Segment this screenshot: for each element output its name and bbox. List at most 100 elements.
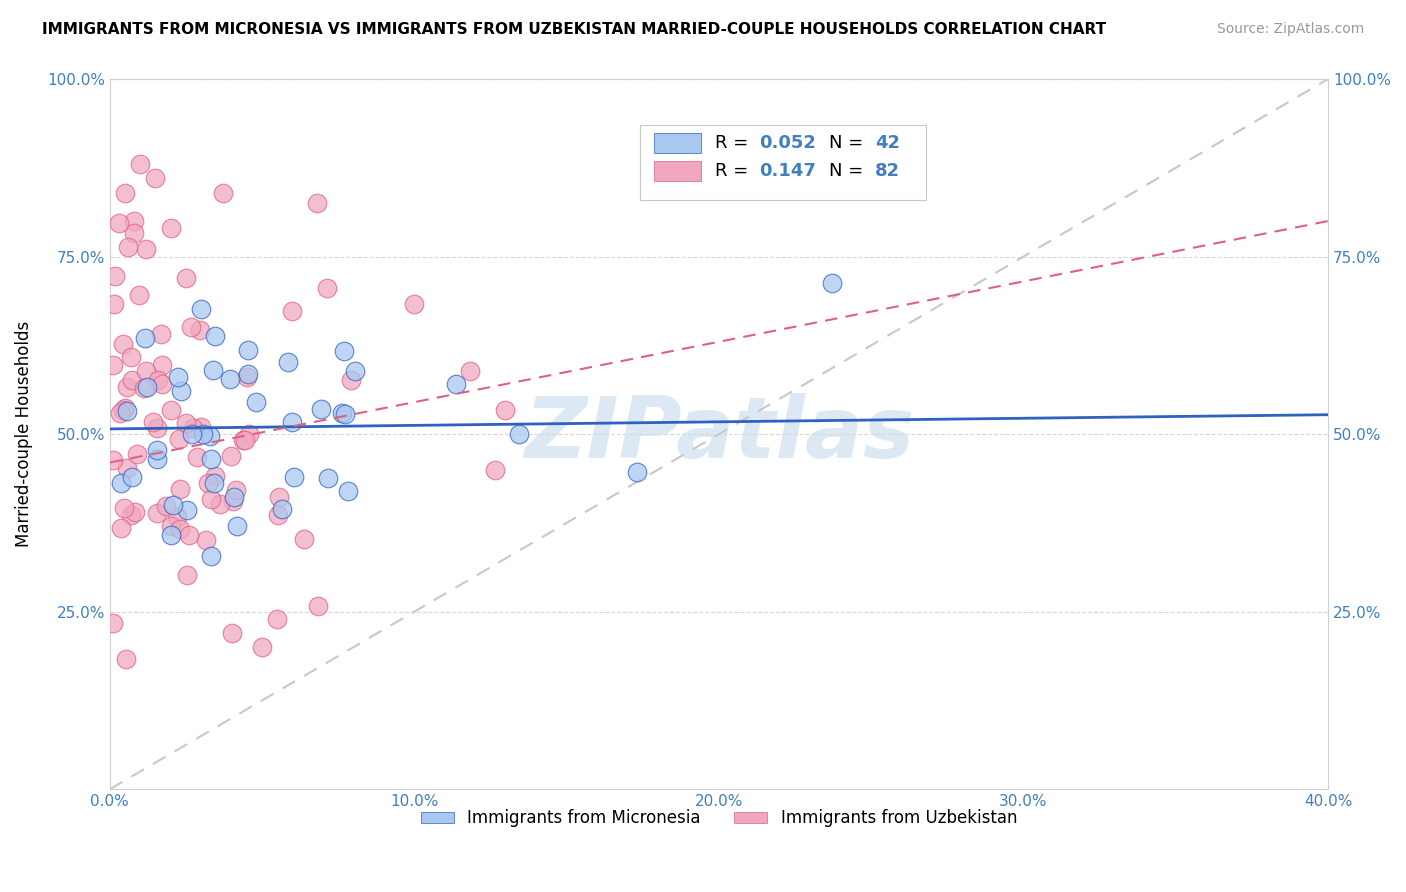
Point [250, 640, 273, 655]
Point [281, 303, 304, 318]
Point [245, 394, 267, 409]
Point [204, 468, 226, 483]
Point [174, 270, 197, 285]
Point [176, 568, 198, 582]
Point [221, 449, 243, 463]
Point [101, 452, 124, 467]
Point [821, 276, 844, 290]
Point [266, 612, 288, 626]
Text: R =: R = [716, 134, 754, 152]
Point [177, 528, 200, 542]
Point [194, 533, 217, 547]
Point [235, 369, 257, 384]
Point [135, 243, 157, 257]
Point [117, 404, 139, 418]
Point [191, 427, 214, 442]
Point [114, 186, 136, 200]
Text: R =: R = [716, 162, 754, 180]
Point [218, 372, 240, 386]
Point [204, 329, 226, 343]
Point [402, 297, 425, 311]
Point [134, 331, 156, 345]
Point [150, 376, 173, 391]
Point [150, 359, 173, 373]
Point [101, 616, 124, 631]
Point [283, 470, 305, 484]
Point [103, 297, 125, 311]
Point [335, 407, 357, 421]
Point [150, 326, 173, 341]
Point [484, 463, 506, 477]
Point [267, 490, 290, 504]
Point [337, 483, 360, 498]
Point [222, 493, 245, 508]
Point [202, 475, 225, 490]
Point [197, 476, 219, 491]
Point [176, 503, 198, 517]
Point [115, 460, 138, 475]
Point [292, 532, 315, 546]
Text: 82: 82 [875, 162, 900, 180]
Point [146, 443, 169, 458]
Point [145, 506, 167, 520]
Point [120, 351, 142, 365]
Point [181, 420, 204, 434]
Text: N =: N = [828, 134, 869, 152]
Point [200, 549, 222, 564]
Point [267, 508, 290, 522]
Point [167, 433, 190, 447]
Point [135, 380, 157, 394]
Point [110, 521, 132, 535]
Point [626, 465, 648, 479]
Point [307, 599, 329, 613]
Point [444, 376, 467, 391]
Point [238, 367, 260, 381]
Point [232, 433, 254, 447]
Point [160, 528, 183, 542]
Point [128, 288, 150, 302]
Point [225, 483, 247, 498]
Point [169, 482, 191, 496]
Point [209, 497, 232, 511]
Point [120, 508, 142, 522]
Text: N =: N = [828, 162, 869, 180]
Text: 0.052: 0.052 [759, 134, 815, 152]
Point [188, 322, 211, 336]
Point [167, 370, 190, 384]
Point [226, 519, 249, 533]
Point [200, 491, 222, 506]
Point [277, 355, 299, 369]
Point [114, 401, 136, 416]
Point [115, 380, 138, 394]
Text: ZIPatlas: ZIPatlas [524, 392, 914, 475]
Point [112, 403, 135, 417]
Point [159, 403, 181, 417]
Point [121, 470, 143, 484]
Point [180, 320, 202, 334]
Point [112, 337, 135, 351]
Text: Source: ZipAtlas.com: Source: ZipAtlas.com [1216, 22, 1364, 37]
Point [316, 471, 339, 485]
Point [330, 406, 353, 420]
Point [108, 216, 131, 230]
Point [159, 519, 181, 533]
Point [307, 195, 329, 210]
Point [148, 373, 170, 387]
FancyBboxPatch shape [640, 125, 927, 200]
Text: 42: 42 [875, 134, 900, 152]
Point [112, 501, 135, 516]
Point [180, 426, 202, 441]
Point [200, 429, 222, 443]
Point [166, 510, 188, 524]
Point [146, 421, 169, 435]
Point [271, 502, 294, 516]
Point [110, 476, 132, 491]
Point [458, 364, 481, 378]
Point [125, 447, 148, 461]
Point [186, 450, 208, 464]
Point [132, 381, 155, 395]
Point [508, 427, 530, 442]
Point [117, 240, 139, 254]
Point [238, 426, 260, 441]
Point [162, 498, 184, 512]
